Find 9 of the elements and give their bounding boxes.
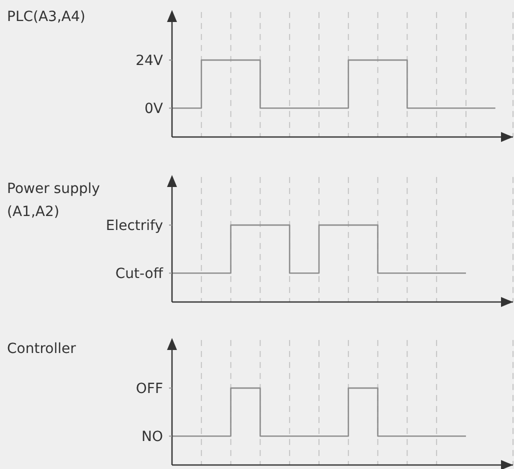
text: PLC(A3,A4) bbox=[7, 8, 86, 27]
annotation: NO bbox=[142, 429, 163, 446]
y-tick-label: 24V bbox=[136, 52, 164, 69]
annotation: Cut-off bbox=[115, 266, 164, 282]
text: Controller bbox=[7, 340, 77, 359]
chart-title: Power supply (A1,A2) bbox=[7, 181, 100, 220]
annotation: OFF bbox=[136, 380, 163, 397]
annotation: Electrify bbox=[106, 218, 163, 234]
y-tick-label: 0V bbox=[144, 101, 164, 118]
